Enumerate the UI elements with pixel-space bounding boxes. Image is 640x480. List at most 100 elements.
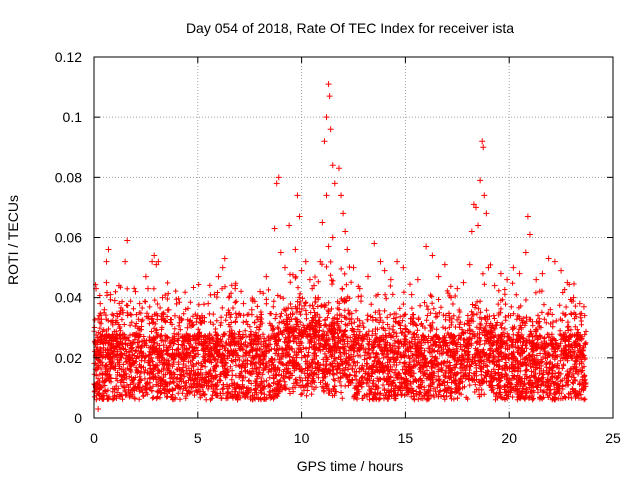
data-point xyxy=(103,258,110,265)
data-point xyxy=(240,300,247,307)
data-point xyxy=(338,192,345,199)
x-tick-label: 25 xyxy=(605,430,621,446)
data-point xyxy=(377,258,384,265)
data-point xyxy=(317,258,324,265)
data-point xyxy=(435,273,442,280)
data-point xyxy=(479,138,486,145)
y-tick-label: 0.04 xyxy=(55,290,82,306)
data-point xyxy=(95,315,102,322)
data-point xyxy=(510,264,517,271)
data-point xyxy=(248,306,255,313)
scatter-cloud xyxy=(91,259,589,403)
data-point xyxy=(311,282,318,289)
y-tick-label: 0.12 xyxy=(55,49,82,65)
data-point xyxy=(477,177,484,184)
data-point xyxy=(298,267,305,274)
data-point xyxy=(491,282,498,289)
data-point xyxy=(400,264,407,271)
data-point xyxy=(153,261,160,268)
data-point xyxy=(132,288,139,295)
x-axis-label: GPS time / hours xyxy=(297,458,404,474)
data-point xyxy=(257,288,264,295)
data-point xyxy=(136,300,143,307)
data-point xyxy=(331,180,338,187)
data-point xyxy=(564,279,571,286)
data-point xyxy=(558,267,565,274)
data-points xyxy=(93,81,587,412)
y-tick-label: 0 xyxy=(74,410,82,426)
y-tick-label: 0.08 xyxy=(55,169,82,185)
data-point xyxy=(539,270,546,277)
data-point xyxy=(294,192,301,199)
data-point xyxy=(356,285,363,292)
y-tick-label: 0.06 xyxy=(55,230,82,246)
y-tick-label: 0.1 xyxy=(63,109,83,125)
data-point xyxy=(120,309,127,316)
data-point xyxy=(124,237,131,244)
data-point xyxy=(429,252,436,259)
data-point xyxy=(155,258,162,265)
data-point xyxy=(103,279,110,286)
data-point xyxy=(184,324,191,331)
data-point xyxy=(466,261,473,268)
data-point xyxy=(551,258,558,265)
data-point xyxy=(387,276,394,283)
data-point xyxy=(448,294,455,301)
x-axis-ticks: 0 5 10 15 20 25 xyxy=(90,57,621,446)
data-point xyxy=(468,228,475,235)
data-point xyxy=(281,264,288,271)
data-point xyxy=(329,234,336,241)
data-point xyxy=(101,306,108,313)
data-point xyxy=(394,258,401,265)
data-point xyxy=(142,273,149,280)
data-point xyxy=(149,258,156,265)
data-point xyxy=(296,213,303,220)
data-point xyxy=(232,285,239,292)
data-point xyxy=(480,144,487,151)
data-point xyxy=(516,270,523,277)
data-point xyxy=(481,192,488,199)
x-tick-label: 15 xyxy=(398,430,414,446)
data-point xyxy=(323,114,330,121)
data-point xyxy=(321,138,328,145)
data-point xyxy=(326,93,333,100)
data-point xyxy=(365,273,372,280)
data-point xyxy=(190,321,197,328)
data-cloud xyxy=(91,259,589,403)
data-point xyxy=(95,405,102,412)
data-point xyxy=(327,126,334,133)
data-point xyxy=(171,312,178,319)
data-point xyxy=(470,201,477,208)
data-point xyxy=(423,243,430,250)
data-point xyxy=(219,264,226,271)
data-point xyxy=(533,276,540,283)
data-point xyxy=(211,291,218,298)
data-point xyxy=(335,165,342,172)
data-point xyxy=(526,231,533,238)
data-point xyxy=(381,267,388,274)
data-point xyxy=(580,303,587,310)
data-point xyxy=(522,249,529,256)
x-tick-label: 5 xyxy=(194,430,202,446)
data-point xyxy=(408,291,415,298)
data-point xyxy=(111,297,118,304)
y-axis-ticks: 0 0.02 0.04 0.06 0.08 0.1 0.12 xyxy=(55,49,613,426)
data-point xyxy=(371,240,378,247)
data-point xyxy=(441,261,448,268)
data-point xyxy=(275,174,282,181)
x-tick-label: 20 xyxy=(501,430,517,446)
data-point xyxy=(286,222,293,229)
data-point xyxy=(570,294,577,301)
data-point xyxy=(472,204,479,211)
data-point xyxy=(115,282,122,289)
data-point xyxy=(342,228,349,235)
data-point xyxy=(215,273,222,280)
data-point xyxy=(545,255,552,262)
data-point xyxy=(144,285,151,292)
data-point xyxy=(325,243,332,250)
data-point xyxy=(165,306,172,313)
data-point xyxy=(344,246,351,253)
data-point xyxy=(277,249,284,256)
